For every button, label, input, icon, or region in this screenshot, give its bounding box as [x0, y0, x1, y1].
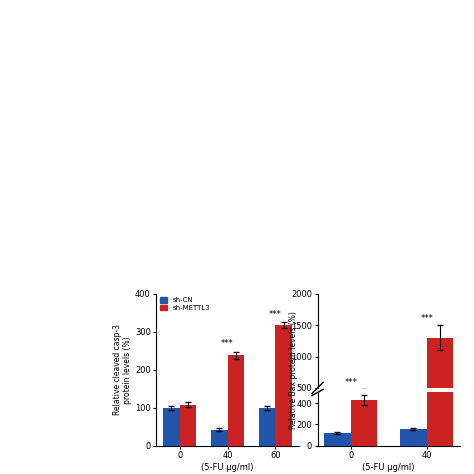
X-axis label: (5-FU μg/ml): (5-FU μg/ml) [363, 463, 415, 472]
Bar [400, 429, 427, 446]
Y-axis label: Relative cleaved casp-3
protein levels (%): Relative cleaved casp-3 protein levels (… [113, 324, 132, 415]
Legend: sh-CN, sh-METTL3: sh-CN, sh-METTL3 [160, 297, 210, 311]
Text: ***: *** [269, 310, 282, 319]
Bar [324, 412, 351, 419]
Text: ***: *** [420, 314, 433, 323]
Bar [228, 356, 244, 446]
Text: ***: *** [221, 339, 234, 348]
Bar [427, 308, 453, 446]
X-axis label: (5-FU μg/ml): (5-FU μg/ml) [201, 463, 254, 472]
Bar [427, 338, 453, 419]
Bar [275, 325, 292, 446]
Bar [211, 429, 228, 446]
Bar [163, 408, 180, 446]
Text: Relative Bax protein levels (%): Relative Bax protein levels (%) [290, 311, 298, 428]
Bar [400, 410, 427, 419]
Text: ***: *** [344, 378, 357, 387]
Bar [180, 405, 196, 446]
Bar [351, 400, 377, 446]
Bar [351, 392, 377, 419]
Bar [259, 408, 275, 446]
Bar [324, 433, 351, 446]
